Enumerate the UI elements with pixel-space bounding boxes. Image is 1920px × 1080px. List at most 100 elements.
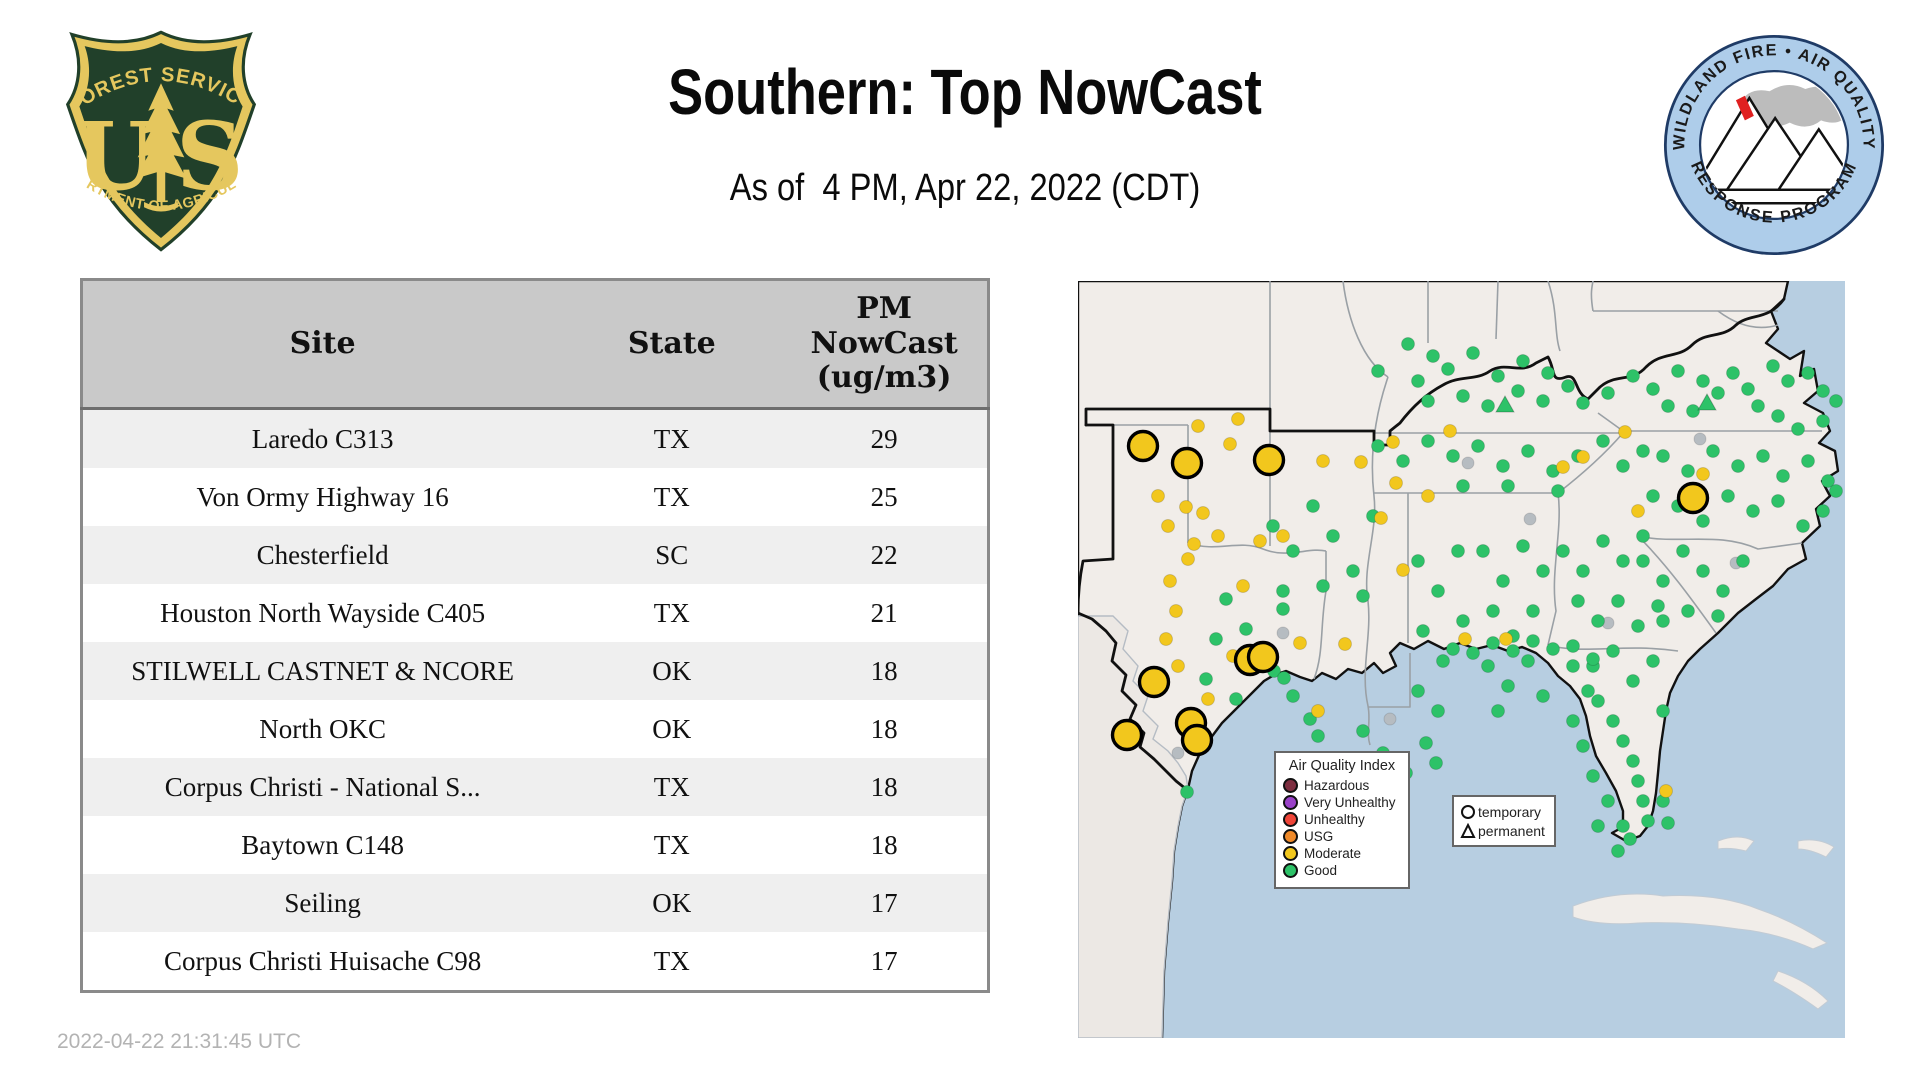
monitor-dot-moderate[interactable]: [1389, 476, 1403, 490]
monitor-dot-good[interactable]: [1616, 459, 1630, 473]
monitor-dot-good[interactable]: [1746, 504, 1760, 518]
monitor-dot-gray[interactable]: [1461, 456, 1475, 470]
monitor-dot-good[interactable]: [1303, 712, 1317, 726]
monitor-dot-good[interactable]: [1586, 769, 1600, 783]
monitor-dot-good[interactable]: [1411, 684, 1425, 698]
monitor-dot-good[interactable]: [1801, 366, 1815, 380]
monitor-dot-good[interactable]: [1616, 819, 1630, 833]
temporary-monitor-circle[interactable]: [1180, 723, 1214, 757]
monitor-dot-moderate[interactable]: [1187, 537, 1201, 551]
monitor-dot-good[interactable]: [1576, 739, 1590, 753]
monitor-dot-good[interactable]: [1229, 692, 1243, 706]
monitor-dot-good[interactable]: [1611, 844, 1625, 858]
monitor-dot-good[interactable]: [1816, 504, 1830, 518]
monitor-dot-good[interactable]: [1306, 499, 1320, 513]
monitor-dot-good[interactable]: [1551, 484, 1565, 498]
monitor-dot-good[interactable]: [1219, 592, 1233, 606]
monitor-dot-good[interactable]: [1626, 369, 1640, 383]
monitor-dot-good[interactable]: [1456, 389, 1470, 403]
monitor-dot-good[interactable]: [1736, 554, 1750, 568]
monitor-dot-good[interactable]: [1456, 614, 1470, 628]
monitor-dot-good[interactable]: [1431, 584, 1445, 598]
monitor-dot-good[interactable]: [1316, 579, 1330, 593]
monitor-dot-good[interactable]: [1616, 554, 1630, 568]
monitor-dot-good[interactable]: [1496, 459, 1510, 473]
temporary-monitor-circle[interactable]: [1110, 718, 1144, 752]
monitor-dot-good[interactable]: [1276, 602, 1290, 616]
monitor-dot-good[interactable]: [1791, 422, 1805, 436]
monitor-dot-good[interactable]: [1576, 396, 1590, 410]
monitor-dot-moderate[interactable]: [1179, 500, 1193, 514]
monitor-dot-good[interactable]: [1536, 564, 1550, 578]
monitor-dot-good[interactable]: [1239, 622, 1253, 636]
monitor-dot-good[interactable]: [1646, 654, 1660, 668]
monitor-dot-moderate[interactable]: [1396, 563, 1410, 577]
monitor-dot-good[interactable]: [1446, 449, 1460, 463]
monitor-dot-good[interactable]: [1576, 564, 1590, 578]
temporary-monitor-circle[interactable]: [1246, 640, 1280, 674]
monitor-dot-good[interactable]: [1656, 704, 1670, 718]
monitor-dot-moderate[interactable]: [1236, 579, 1250, 593]
monitor-dot-good[interactable]: [1623, 832, 1637, 846]
monitor-dot-good[interactable]: [1671, 364, 1685, 378]
monitor-dot-good[interactable]: [1481, 659, 1495, 673]
monitor-dot-good[interactable]: [1661, 816, 1675, 830]
monitor-dot-good[interactable]: [1441, 362, 1455, 376]
monitor-dot-good[interactable]: [1741, 382, 1755, 396]
permanent-monitor-triangle[interactable]: [1697, 392, 1717, 411]
monitor-dot-good[interactable]: [1591, 694, 1605, 708]
monitor-dot-good[interactable]: [1686, 404, 1700, 418]
monitor-dot-good[interactable]: [1696, 374, 1710, 388]
monitor-dot-good[interactable]: [1486, 636, 1500, 650]
monitor-dot-good[interactable]: [1446, 642, 1460, 656]
monitor-dot-good[interactable]: [1631, 774, 1645, 788]
monitor-dot-good[interactable]: [1646, 382, 1660, 396]
monitor-dot-good[interactable]: [1816, 384, 1830, 398]
monitor-dot-good[interactable]: [1396, 454, 1410, 468]
monitor-dot-good[interactable]: [1401, 337, 1415, 351]
monitor-dot-good[interactable]: [1636, 444, 1650, 458]
monitor-dot-good[interactable]: [1816, 414, 1830, 428]
monitor-dot-good[interactable]: [1311, 729, 1325, 743]
monitor-dot-moderate[interactable]: [1499, 632, 1513, 646]
monitor-dot-good[interactable]: [1526, 634, 1540, 648]
monitor-dot-good[interactable]: [1771, 409, 1785, 423]
monitor-dot-good[interactable]: [1371, 439, 1385, 453]
monitor-dot-good[interactable]: [1506, 644, 1520, 658]
monitor-dot-good[interactable]: [1651, 599, 1665, 613]
monitor-dot-good[interactable]: [1276, 584, 1290, 598]
monitor-dot-good[interactable]: [1646, 489, 1660, 503]
monitor-dot-moderate[interactable]: [1556, 460, 1570, 474]
monitor-dot-good[interactable]: [1766, 359, 1780, 373]
monitor-dot-moderate[interactable]: [1316, 454, 1330, 468]
monitor-dot-good[interactable]: [1521, 444, 1535, 458]
temporary-monitor-circle[interactable]: [1137, 665, 1171, 699]
monitor-dot-good[interactable]: [1626, 674, 1640, 688]
monitor-dot-good[interactable]: [1601, 794, 1615, 808]
monitor-dot-good[interactable]: [1286, 689, 1300, 703]
monitor-dot-good[interactable]: [1656, 449, 1670, 463]
monitor-dot-moderate[interactable]: [1196, 506, 1210, 520]
monitor-dot-good[interactable]: [1721, 489, 1735, 503]
monitor-dot-good[interactable]: [1756, 449, 1770, 463]
monitor-dot-good[interactable]: [1356, 724, 1370, 738]
monitor-dot-good[interactable]: [1266, 519, 1280, 533]
monitor-dot-good[interactable]: [1796, 519, 1810, 533]
monitor-dot-moderate[interactable]: [1276, 529, 1290, 543]
monitor-dot-moderate[interactable]: [1223, 437, 1237, 451]
monitor-dot-moderate[interactable]: [1576, 450, 1590, 464]
monitor-dot-moderate[interactable]: [1618, 425, 1632, 439]
monitor-dot-good[interactable]: [1596, 434, 1610, 448]
monitor-dot-good[interactable]: [1776, 469, 1790, 483]
monitor-dot-good[interactable]: [1411, 374, 1425, 388]
monitor-dot-good[interactable]: [1801, 454, 1815, 468]
monitor-dot-good[interactable]: [1591, 614, 1605, 628]
monitor-dot-good[interactable]: [1566, 714, 1580, 728]
monitor-dot-good[interactable]: [1541, 366, 1555, 380]
monitor-dot-good[interactable]: [1501, 479, 1515, 493]
monitor-dot-good[interactable]: [1566, 659, 1580, 673]
monitor-dot-good[interactable]: [1716, 584, 1730, 598]
monitor-dot-good[interactable]: [1411, 554, 1425, 568]
monitor-dot-good[interactable]: [1681, 604, 1695, 618]
monitor-dot-gray[interactable]: [1383, 712, 1397, 726]
